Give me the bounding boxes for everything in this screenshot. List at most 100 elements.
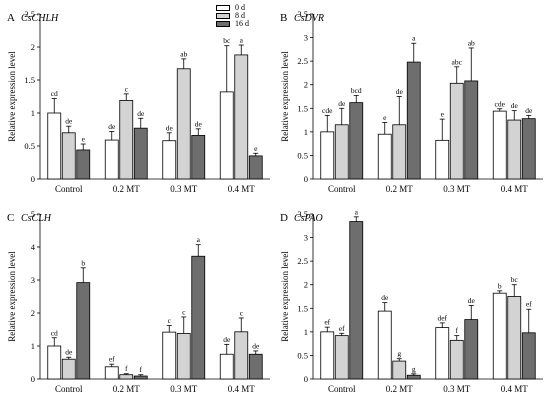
y-tick-label: 1 <box>31 341 35 351</box>
significance-label: de <box>468 296 476 305</box>
y-tick-label: 0.5 <box>24 141 35 151</box>
y-tick-label: 3 <box>304 233 308 243</box>
bar <box>119 374 134 380</box>
legend-item-0d: 0 d <box>216 4 276 12</box>
significance-label: de <box>252 341 260 350</box>
y-tick-label: 2.5 <box>297 56 308 66</box>
y-tick-label: 0 <box>304 174 308 184</box>
significance-label: ef <box>339 324 345 333</box>
significance-label: de <box>65 117 73 126</box>
x-tick-label: 0.4 MT <box>501 184 529 194</box>
bar <box>76 149 91 180</box>
legend-swatch-0d <box>216 5 230 11</box>
x-tick-label: 0.2 MT <box>386 384 414 394</box>
bar <box>392 360 407 380</box>
panel-title: CsCHLH <box>21 13 59 24</box>
significance-label: de <box>381 293 389 302</box>
y-tick-label: 4 <box>31 242 36 252</box>
significance-label: bc <box>223 36 231 45</box>
significance-label: de <box>137 109 145 118</box>
bar <box>521 332 536 380</box>
bar <box>176 68 191 180</box>
panel-letter: B <box>280 12 287 24</box>
panel-letter: A <box>7 12 15 24</box>
y-tick-label: 1.5 <box>297 303 308 313</box>
bar <box>104 366 119 380</box>
y-tick-label: 2.5 <box>24 9 35 19</box>
x-tick-label: 0.2 MT <box>113 384 141 394</box>
y-tick-label: 3 <box>31 275 35 285</box>
significance-label: de <box>223 335 231 344</box>
significance-label: cd <box>51 89 58 98</box>
y-tick-label: 0 <box>31 374 35 384</box>
panel-letter: C <box>7 212 14 224</box>
panel-b: 0 0.5 1 1.5 2 2.5 3 3.5 Relative expression leve… <box>280 9 543 194</box>
legend-swatch-16d <box>216 21 230 27</box>
bar <box>406 374 421 380</box>
bar <box>464 319 479 380</box>
x-tick-label: 0.4 MT <box>228 184 256 194</box>
y-tick-label: 0 <box>31 174 35 184</box>
significance-label: de <box>338 99 346 108</box>
bar <box>133 127 148 180</box>
x-tick-label: Control <box>55 384 83 394</box>
significance-label: g <box>397 349 401 358</box>
significance-label: b <box>498 281 502 290</box>
y-tick-label: 5 <box>31 209 35 219</box>
panel-title: CsCLH <box>21 213 52 224</box>
significance-label: ef <box>526 300 532 309</box>
bar <box>119 100 134 180</box>
bar <box>248 155 263 180</box>
x-tick-label: 0.2 MT <box>113 184 141 194</box>
x-tick-label: 0.4 MT <box>228 384 256 394</box>
y-tick-label: 0.5 <box>297 350 308 360</box>
y-tick-label: 0 <box>304 374 308 384</box>
y-tick-label: 1 <box>304 127 308 137</box>
bar <box>162 140 177 180</box>
y-tick-label: 2 <box>304 280 308 290</box>
significance-label: cd <box>51 328 58 337</box>
bar <box>61 132 76 180</box>
bar <box>191 255 206 380</box>
significance-label: de <box>166 123 174 132</box>
y-tick-label: 3.5 <box>297 209 308 219</box>
bar <box>464 80 479 180</box>
bar <box>334 335 349 380</box>
x-tick-label: 0.3 MT <box>170 184 198 194</box>
significance-label: cde <box>322 106 333 115</box>
bar <box>191 135 206 180</box>
significance-label: ef <box>324 318 330 327</box>
significance-label: de <box>396 87 404 96</box>
bar <box>47 345 62 380</box>
bar <box>248 353 263 380</box>
bar <box>320 331 335 380</box>
x-tick-label: Control <box>55 184 83 194</box>
y-tick-label: 2 <box>31 42 35 52</box>
significance-label: def <box>437 313 447 322</box>
significance-label: de <box>108 122 116 131</box>
significance-label: c <box>125 84 129 93</box>
bar <box>320 131 335 180</box>
panel-title: CsDVR <box>294 13 324 24</box>
y-axis-label: Relative expression level <box>280 51 290 142</box>
bar <box>507 119 522 180</box>
y-tick-label: 1 <box>304 327 308 337</box>
bar <box>435 327 450 380</box>
y-axis-label: Relative expression level <box>7 51 17 142</box>
significance-label: c <box>182 307 186 316</box>
significance-label: a <box>240 36 244 45</box>
bar <box>234 54 249 180</box>
significance-label: e <box>383 113 387 122</box>
y-tick-label: 2.5 <box>297 256 308 266</box>
bar <box>219 91 234 180</box>
significance-label: f <box>140 365 143 374</box>
significance-label: e <box>82 135 86 144</box>
significance-label: ab <box>468 38 475 47</box>
bar <box>406 61 421 180</box>
y-axis-label: Relative expression level <box>7 251 17 342</box>
y-tick-label: 2 <box>31 308 35 318</box>
significance-label: ab <box>180 49 187 58</box>
y-tick-label: 3.5 <box>297 9 308 19</box>
x-tick-label: Control <box>328 384 356 394</box>
